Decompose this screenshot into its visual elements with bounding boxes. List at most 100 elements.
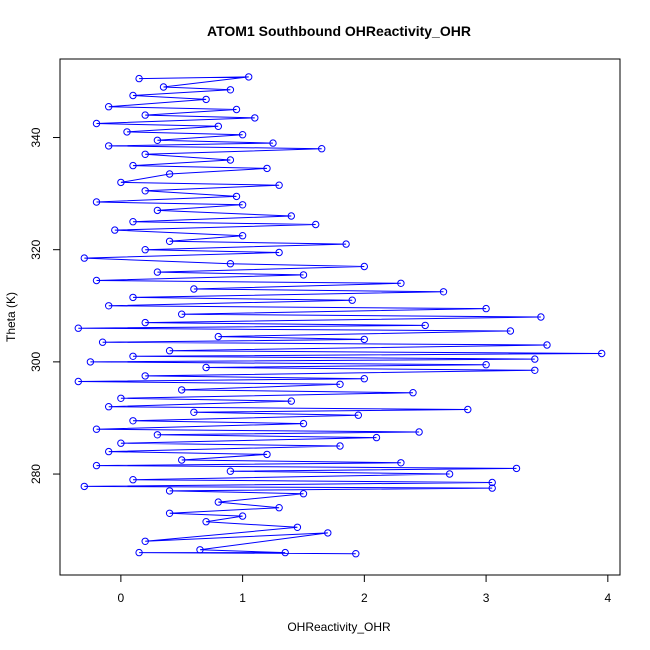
data-point xyxy=(531,366,539,374)
data-point xyxy=(105,302,113,310)
data-point xyxy=(178,456,186,464)
data-point xyxy=(287,397,295,405)
data-point xyxy=(226,260,235,268)
data-point xyxy=(190,408,198,416)
y-tick-label: 320 xyxy=(29,239,43,259)
x-tick-label: 4 xyxy=(604,591,611,605)
data-point xyxy=(214,498,223,506)
data-point xyxy=(275,181,283,189)
x-tick-label: 0 xyxy=(118,591,125,605)
data-point xyxy=(299,490,308,498)
data-point xyxy=(245,73,253,81)
data-point xyxy=(105,403,113,411)
data-point xyxy=(135,74,143,83)
data-point xyxy=(165,487,174,495)
data-point xyxy=(488,478,496,487)
data-point xyxy=(464,405,472,414)
data-point xyxy=(141,111,149,119)
data-point xyxy=(543,341,551,349)
series-line xyxy=(78,76,602,555)
data-point xyxy=(123,128,131,136)
data-point xyxy=(105,142,113,150)
data-point xyxy=(92,425,101,433)
data-point xyxy=(86,358,95,366)
data-point xyxy=(135,548,143,557)
data-point xyxy=(141,537,149,545)
y-tick-label: 340 xyxy=(29,127,43,147)
data-point xyxy=(397,459,405,467)
data-point xyxy=(348,296,356,304)
series-group xyxy=(74,73,606,558)
data-point xyxy=(263,450,271,459)
data-point xyxy=(74,324,83,332)
data-point xyxy=(488,484,496,492)
data-point xyxy=(275,504,283,512)
data-point xyxy=(482,361,490,369)
data-point xyxy=(165,347,174,355)
data-point xyxy=(129,476,137,484)
data-point xyxy=(226,86,235,94)
x-tick-label: 1 xyxy=(239,591,246,605)
data-point xyxy=(360,375,368,383)
data-point xyxy=(92,198,101,206)
data-point xyxy=(129,352,137,360)
data-point xyxy=(312,220,320,229)
data-point xyxy=(482,304,490,313)
data-point xyxy=(238,512,247,520)
data-point xyxy=(421,321,429,330)
data-point xyxy=(226,467,235,475)
data-point xyxy=(342,240,350,248)
data-point xyxy=(153,268,162,276)
data-point xyxy=(80,482,89,491)
data-point xyxy=(129,161,137,170)
y-axis: 280 300 320 340 xyxy=(29,127,61,484)
data-point xyxy=(98,338,107,346)
data-point xyxy=(117,439,125,447)
data-point xyxy=(360,335,368,344)
data-point xyxy=(238,201,247,209)
data-point xyxy=(129,91,137,100)
data-point xyxy=(232,105,241,114)
data-point xyxy=(238,131,247,139)
data-point xyxy=(336,380,344,388)
data-point xyxy=(439,288,448,296)
data-point xyxy=(80,254,89,262)
data-point xyxy=(92,119,101,128)
data-point xyxy=(263,164,271,173)
data-point xyxy=(202,363,210,372)
data-point xyxy=(214,332,223,341)
data-point xyxy=(445,470,454,478)
data-point xyxy=(129,218,137,226)
data-point xyxy=(165,170,174,178)
data-point xyxy=(202,95,210,104)
data-point xyxy=(111,226,119,234)
data-point xyxy=(287,212,295,220)
data-point xyxy=(129,417,137,425)
data-point xyxy=(238,232,247,240)
data-point xyxy=(415,428,423,436)
data-point xyxy=(506,327,515,335)
chart-title: ATOM1 Southbound OHReactivity_OHR xyxy=(207,23,471,39)
x-tick-label: 2 xyxy=(361,591,368,605)
data-point xyxy=(537,313,545,321)
data-point xyxy=(299,271,308,279)
data-point xyxy=(232,192,241,201)
y-tick-label: 280 xyxy=(29,464,43,484)
data-point xyxy=(196,546,204,554)
y-axis-label: Theta (K) xyxy=(4,292,18,342)
data-point xyxy=(153,431,162,439)
data-point xyxy=(360,262,368,271)
data-point xyxy=(397,279,405,287)
data-point xyxy=(281,548,289,557)
data-point xyxy=(354,411,362,419)
x-axis: 0 1 2 3 4 xyxy=(118,574,611,605)
data-point xyxy=(409,389,417,397)
data-point xyxy=(372,433,381,442)
data-point xyxy=(92,276,101,285)
data-point xyxy=(251,114,259,122)
data-point xyxy=(117,394,125,402)
data-point xyxy=(598,349,606,358)
data-point xyxy=(159,83,168,91)
data-point xyxy=(141,150,149,159)
